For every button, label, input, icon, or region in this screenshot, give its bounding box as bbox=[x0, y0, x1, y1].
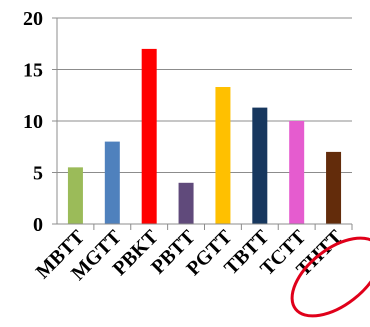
bar-pbkt bbox=[141, 48, 157, 225]
y-tick-label: 0 bbox=[33, 214, 43, 236]
bar-tctt bbox=[289, 121, 305, 224]
y-tick-label: 20 bbox=[23, 8, 43, 30]
gridlines bbox=[57, 17, 352, 173]
bar-pbtt bbox=[178, 182, 194, 224]
highlight-ellipse bbox=[290, 236, 370, 318]
y-axis-ticks: 0 5 10 15 20 bbox=[23, 8, 58, 236]
bars bbox=[67, 48, 342, 225]
y-tick-label: 5 bbox=[33, 163, 43, 185]
y-tick-label: 10 bbox=[23, 111, 43, 133]
bar-mgtt bbox=[104, 141, 120, 224]
y-tick-label: 15 bbox=[23, 60, 43, 82]
bar-tbtt bbox=[252, 107, 268, 224]
bar-pgtt bbox=[215, 87, 231, 224]
highlight-annotation bbox=[290, 236, 370, 318]
bar-thtt bbox=[326, 151, 342, 224]
bar-mbtt bbox=[67, 167, 83, 224]
